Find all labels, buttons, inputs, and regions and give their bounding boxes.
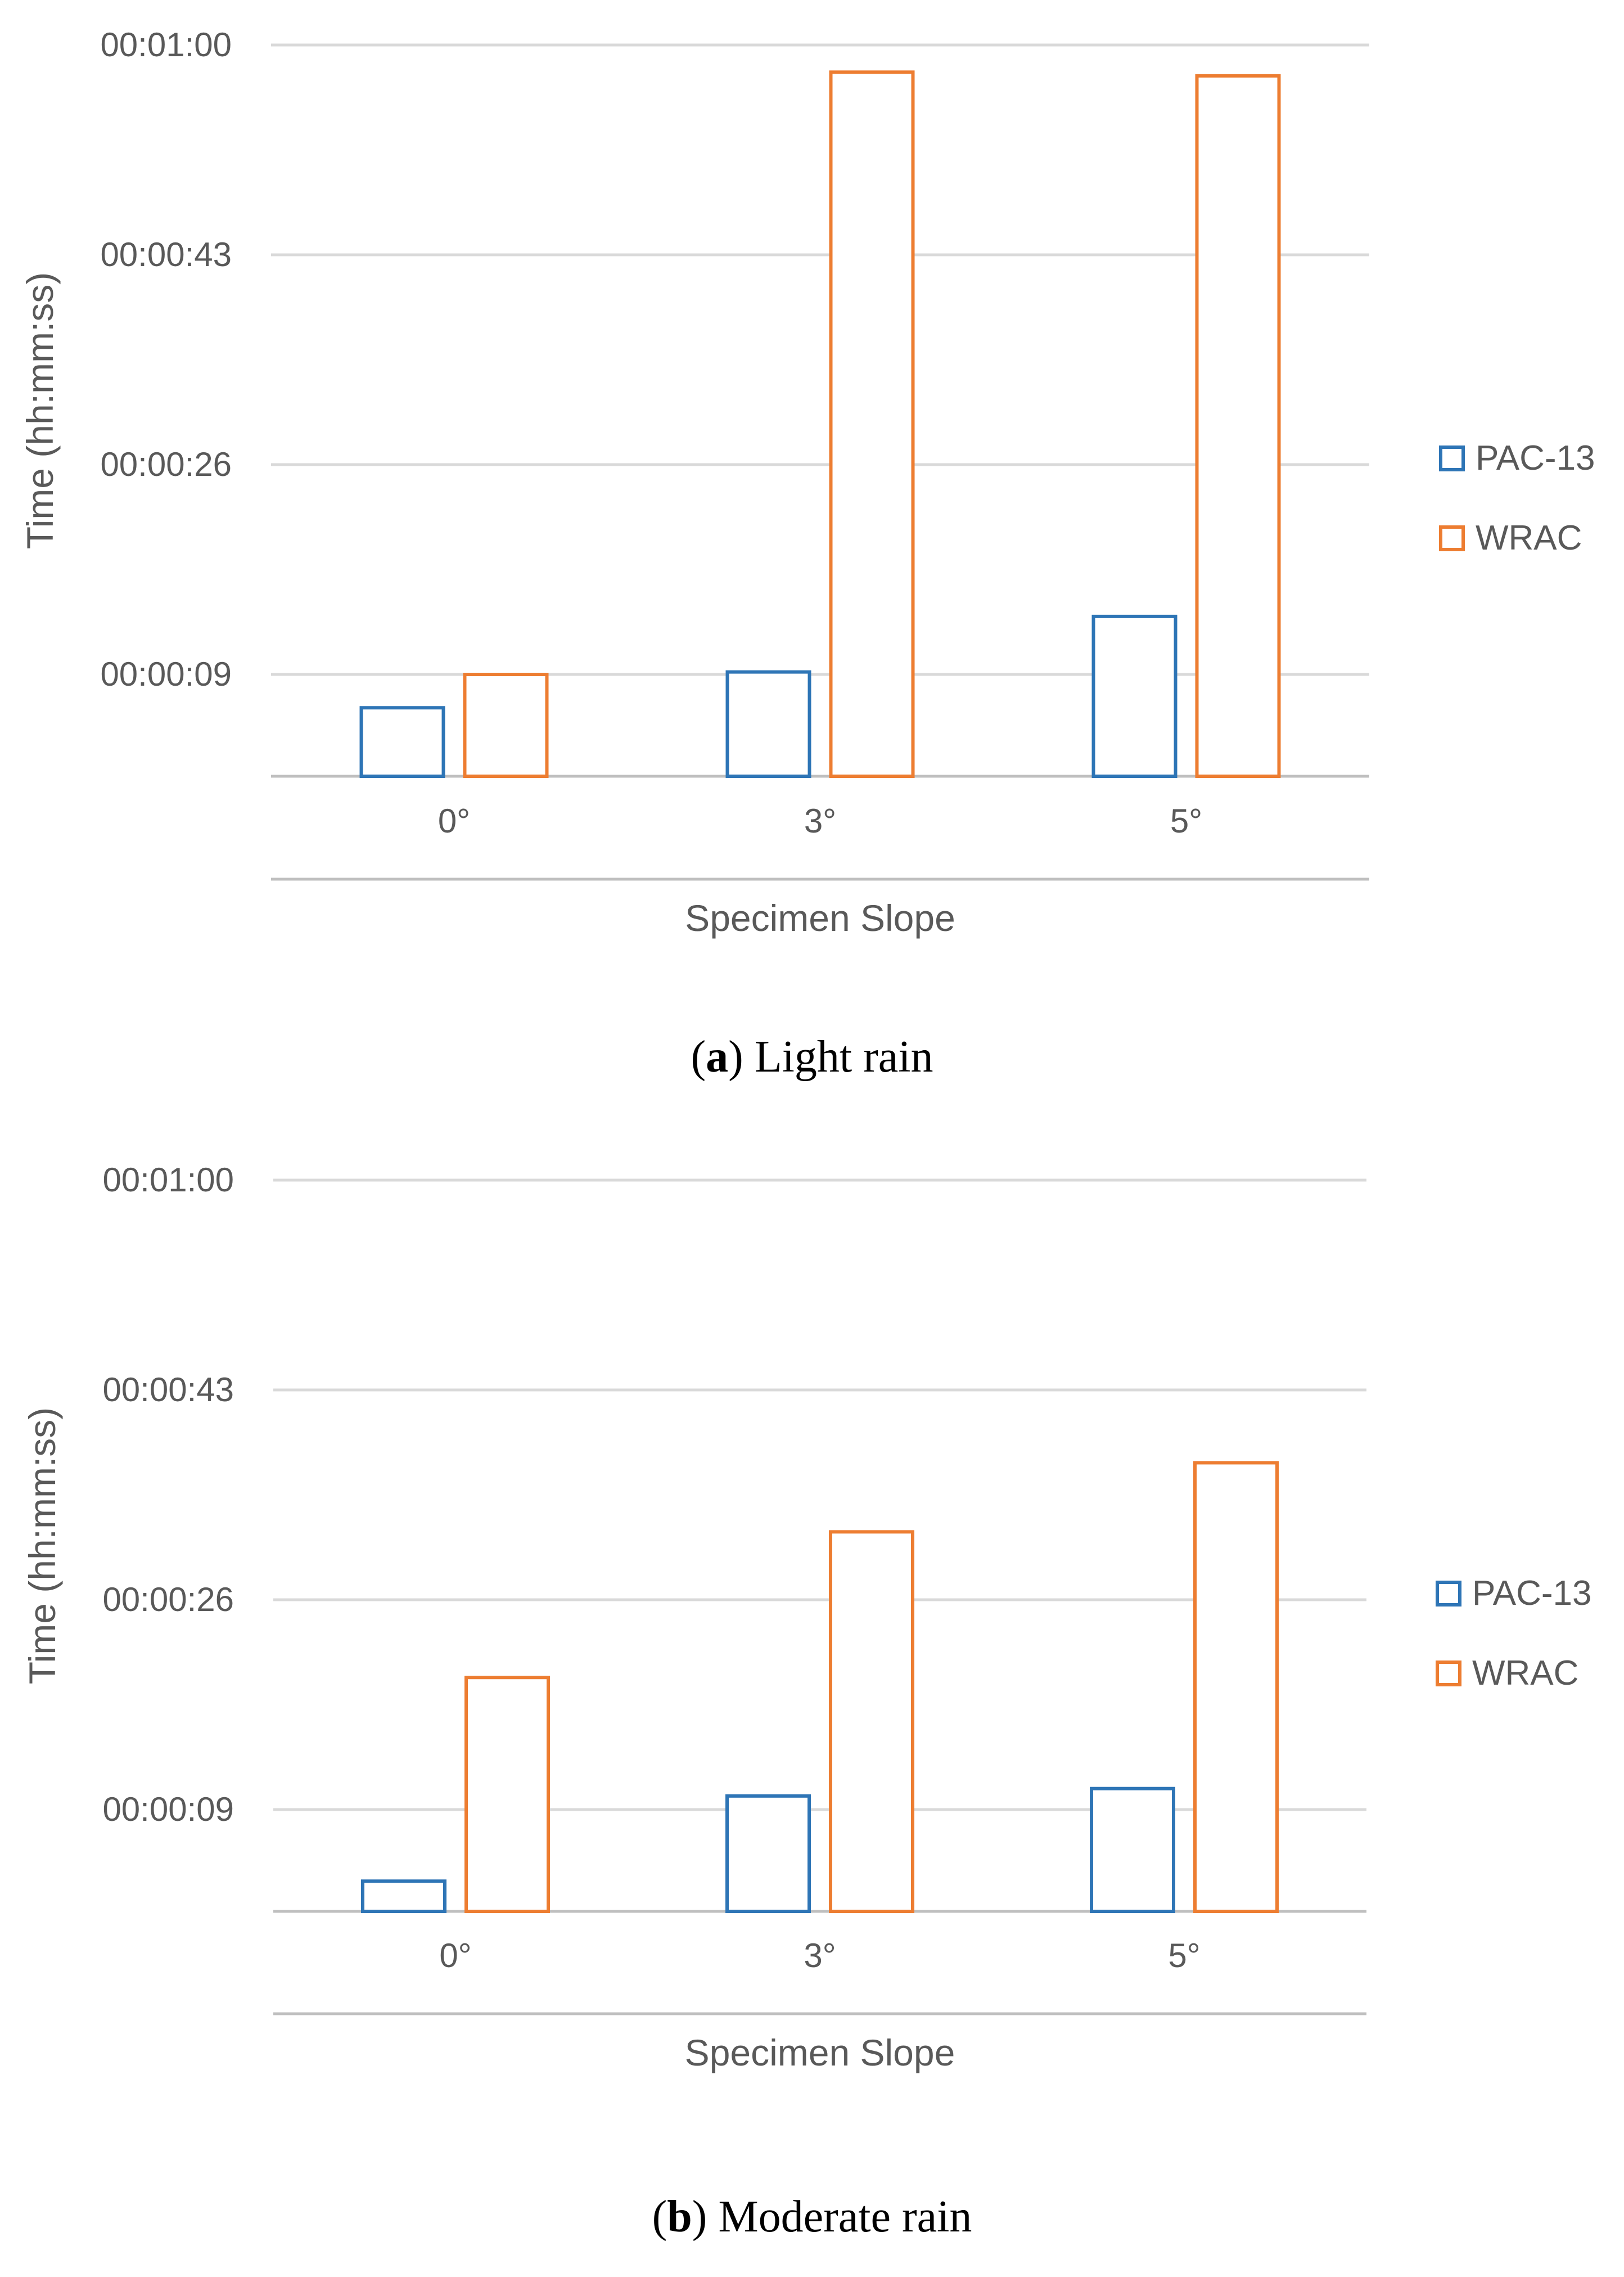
bar-wrac-1	[829, 1530, 914, 1913]
bar-wrac-2	[1193, 1461, 1279, 1913]
y-axis-title: Time (hh:mm:ss)	[19, 272, 61, 550]
y-tick-label: 00:00:26	[102, 1581, 234, 1618]
bar-pac-13-1	[725, 1794, 811, 1914]
bar-pac-13-0	[361, 1879, 446, 1913]
bar-pac-13-1	[725, 670, 811, 778]
chart-panel-b: 00:00:09 00:00:26 00:00:43 00:01:00 0° 3° 5° Sp…	[21, 1161, 1592, 2242]
x-tick-label: 3°	[804, 1937, 836, 1974]
bar-pac-13-2	[1091, 614, 1178, 778]
bar-wrac-0	[464, 1676, 550, 1914]
legend-item-pac-13: PAC-13	[1436, 1574, 1592, 1613]
legend-swatch	[1439, 525, 1465, 551]
y-tick-label: 00:00:09	[100, 655, 232, 693]
legend-item-wrac: WRAC	[1439, 519, 1582, 557]
legend-label: WRAC	[1476, 519, 1582, 557]
bar-pac-13-0	[359, 706, 445, 778]
y-tick-label: 00:00:43	[100, 236, 232, 273]
x-axis-title: Specimen Slope	[685, 2032, 955, 2073]
y-tick-label: 00:01:00	[102, 1161, 234, 1199]
x-axis-title: Specimen Slope	[685, 897, 955, 939]
x-tick-label: 3°	[804, 802, 836, 840]
legend-swatch	[1439, 446, 1465, 471]
y-tick-label: 00:00:09	[102, 1790, 234, 1828]
y-tick-label: 00:00:26	[100, 446, 232, 483]
chart-panel-a: 00:00:09 00:00:26 00:00:43 00:01:00 0° 3° 5° Sp…	[19, 26, 1595, 1082]
legend-swatch	[1436, 1581, 1461, 1606]
bar-wrac-0	[463, 673, 549, 778]
legend-swatch	[1436, 1660, 1461, 1686]
legend-item-pac-13: PAC-13	[1439, 439, 1595, 478]
legend-label: WRAC	[1472, 1654, 1578, 1693]
y-axis-title: Time (hh:mm:ss)	[21, 1407, 63, 1685]
y-tick-label: 00:00:43	[102, 1371, 234, 1408]
x-tick-label: 0°	[439, 1937, 471, 1974]
legend-label: PAC-13	[1476, 439, 1595, 478]
y-tick-label: 00:01:00	[100, 26, 232, 64]
bar-wrac-1	[829, 70, 915, 778]
bar-wrac-2	[1195, 74, 1281, 778]
chart-caption: (a) Light rain	[691, 1032, 933, 1082]
x-tick-label: 5°	[1168, 1937, 1200, 1974]
chart-caption: (b) Moderate rain	[652, 2192, 972, 2242]
legend-label: PAC-13	[1472, 1574, 1592, 1613]
x-tick-label: 5°	[1170, 802, 1202, 840]
x-tick-label: 0°	[438, 802, 470, 840]
legend-item-wrac: WRAC	[1436, 1654, 1578, 1693]
bar-pac-13-2	[1090, 1786, 1175, 1913]
